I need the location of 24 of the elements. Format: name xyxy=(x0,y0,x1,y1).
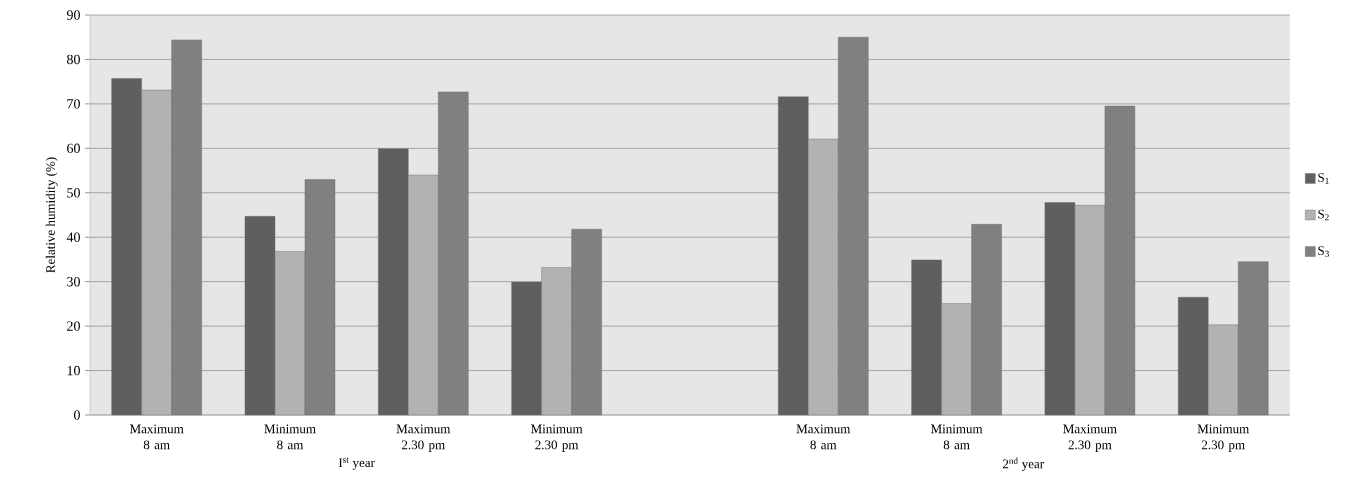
y-tick-label: 70 xyxy=(67,99,80,109)
text: I$^{st}$ year xyxy=(338,457,375,470)
y-tick-label: 60 xyxy=(67,143,80,154)
y-tick-label: 80 xyxy=(67,54,80,65)
y-tick-label: 90 xyxy=(66,10,80,20)
legend-label: S$_{3}$ xyxy=(1318,246,1329,257)
y-tick-label: 30 xyxy=(67,276,80,287)
legend-label: S$_{1}$ xyxy=(1318,173,1329,184)
x-tick-label: Minimum 8 am xyxy=(930,424,983,450)
y-axis-title: Relative humidity (%) xyxy=(45,157,58,273)
x-tick-label: Minimum 2.30 pm xyxy=(531,424,583,452)
x-tick-label: Maximum 8 am xyxy=(129,424,184,450)
x-tick-label: Minimum 2.30 pm xyxy=(1197,424,1250,452)
legend-label: S$_{2}$ xyxy=(1318,209,1329,221)
x-tick-label: Maximum 2.30 pm xyxy=(396,424,451,452)
y-tick-label: 0 xyxy=(74,410,80,420)
y-tick-label: 40 xyxy=(66,232,80,242)
y-tick-label: 20 xyxy=(67,321,80,331)
y-tick-label: 10 xyxy=(67,365,80,376)
x-tick-label: Maximum 2.30 pm xyxy=(1063,424,1117,452)
x-tick-label: Minimum 8 am xyxy=(264,424,316,450)
text: 2$^{nd}$ year xyxy=(1002,457,1044,471)
y-tick-label: 50 xyxy=(67,188,80,198)
x-tick-label: Maximum 8 am xyxy=(796,424,851,450)
